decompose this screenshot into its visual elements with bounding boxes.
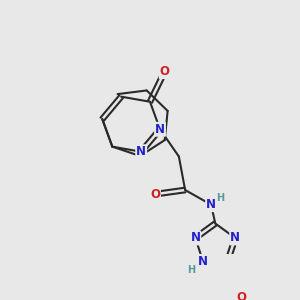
- Text: N: N: [206, 198, 216, 211]
- Text: N: N: [198, 255, 208, 268]
- Text: O: O: [150, 188, 160, 201]
- Text: H: H: [216, 193, 224, 202]
- Text: N: N: [155, 123, 165, 136]
- Text: N: N: [190, 232, 200, 244]
- Text: O: O: [236, 291, 246, 300]
- Text: H: H: [187, 265, 195, 275]
- Text: N: N: [136, 145, 146, 158]
- Text: N: N: [230, 232, 240, 244]
- Text: O: O: [160, 65, 170, 78]
